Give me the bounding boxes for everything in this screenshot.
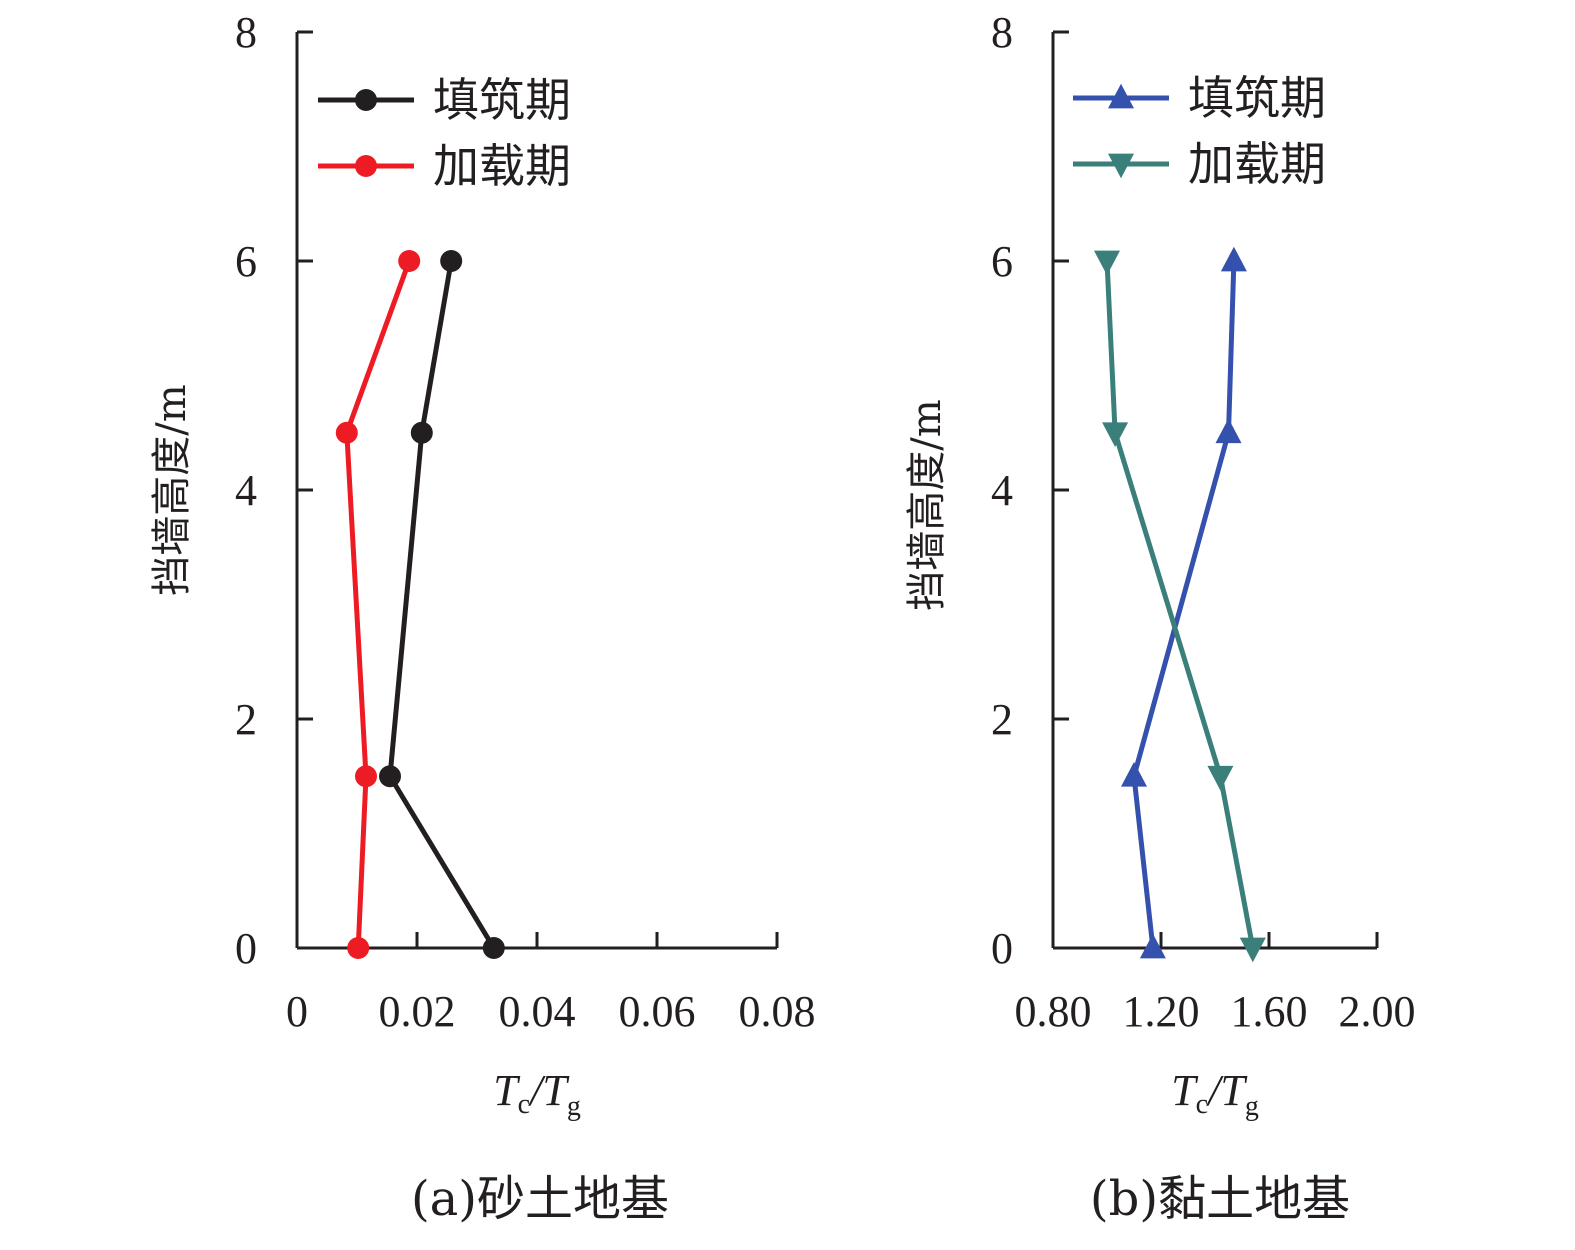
x-tick-label: 0.02: [379, 987, 456, 1036]
legend-item: 填筑期: [318, 73, 571, 127]
series-line: [1104, 260, 1256, 949]
series-line: [344, 260, 412, 949]
legend-marker: [1108, 83, 1134, 109]
series-filling: [1121, 246, 1247, 959]
x-tick-label: 0: [286, 987, 308, 1036]
y-tick-label: 8: [991, 8, 1013, 57]
series-line: [387, 260, 496, 950]
x-tick-label: 0.04: [499, 987, 576, 1036]
y-tick-label: 4: [991, 466, 1013, 515]
y-tick-label: 8: [235, 8, 257, 57]
panel-caption: (a)砂土地基: [411, 1171, 669, 1227]
data-point: [1239, 937, 1266, 963]
legend-marker: [355, 89, 377, 111]
series-loading: [1094, 250, 1266, 963]
x-tick-label: 1.20: [1123, 987, 1200, 1036]
x-axis-label: Tc/Tg: [493, 1066, 581, 1122]
data-point: [482, 937, 505, 959]
y-tick-label: 6: [235, 237, 257, 286]
legend-item: 加载期: [1073, 137, 1326, 191]
data-point: [1215, 418, 1242, 444]
data-point: [410, 421, 433, 444]
x-axis-label: Tc/Tg: [1171, 1066, 1259, 1122]
data-point: [335, 421, 358, 444]
chart-panel-b: 0 2 4 6 8 0.80 1.20 1.60 2.00 挡墙高度/m Tc/Tg (b)黏土地基 填…: [904, 8, 1416, 1227]
x-tick-label: 0.80: [1015, 987, 1092, 1036]
data-point: [398, 250, 421, 272]
data-point: [355, 765, 377, 788]
series-loading: [335, 250, 421, 959]
data-point: [440, 250, 463, 272]
data-point: [1094, 250, 1120, 276]
y-tick-label: 2: [235, 695, 257, 744]
legend-label: 填筑期: [1188, 71, 1326, 125]
legend-marker: [1108, 153, 1134, 179]
data-point: [347, 937, 370, 959]
panel-caption: (b)黏土地基: [1090, 1171, 1350, 1227]
data-point: [1220, 246, 1247, 272]
legend-item: 加载期: [318, 139, 571, 193]
chart-panel-a: 0 2 4 6 8 0 0.02 0.04 0.06 0.08 挡墙高度/m Tc/Tg (a)砂土地基…: [149, 8, 816, 1227]
y-tick-label: 0: [991, 924, 1013, 973]
legend-label: 加载期: [1188, 137, 1326, 191]
data-point: [379, 765, 401, 788]
x-tick-label: 1.60: [1231, 987, 1308, 1036]
series-line: [1131, 260, 1237, 949]
y-axis-label: 挡墙高度/m: [149, 384, 195, 595]
x-tick-label: 2.00: [1339, 987, 1416, 1036]
data-point: [1207, 765, 1234, 791]
legend-label: 加载期: [433, 139, 571, 193]
data-point: [1102, 422, 1129, 448]
legend-item: 填筑期: [1073, 71, 1326, 125]
y-tick-label: 4: [235, 466, 257, 515]
data-point: [1121, 761, 1147, 787]
y-tick-label: 2: [991, 695, 1013, 744]
x-tick-label: 0.08: [739, 987, 816, 1036]
legend-marker: [355, 155, 377, 177]
series-filling: [379, 250, 505, 959]
y-axis-label: 挡墙高度/m: [904, 399, 950, 610]
legend-label: 填筑期: [433, 73, 571, 127]
data-point: [1139, 933, 1166, 959]
x-tick-label: 0.06: [619, 987, 696, 1036]
y-tick-label: 0: [235, 924, 257, 973]
y-tick-label: 6: [991, 237, 1013, 286]
